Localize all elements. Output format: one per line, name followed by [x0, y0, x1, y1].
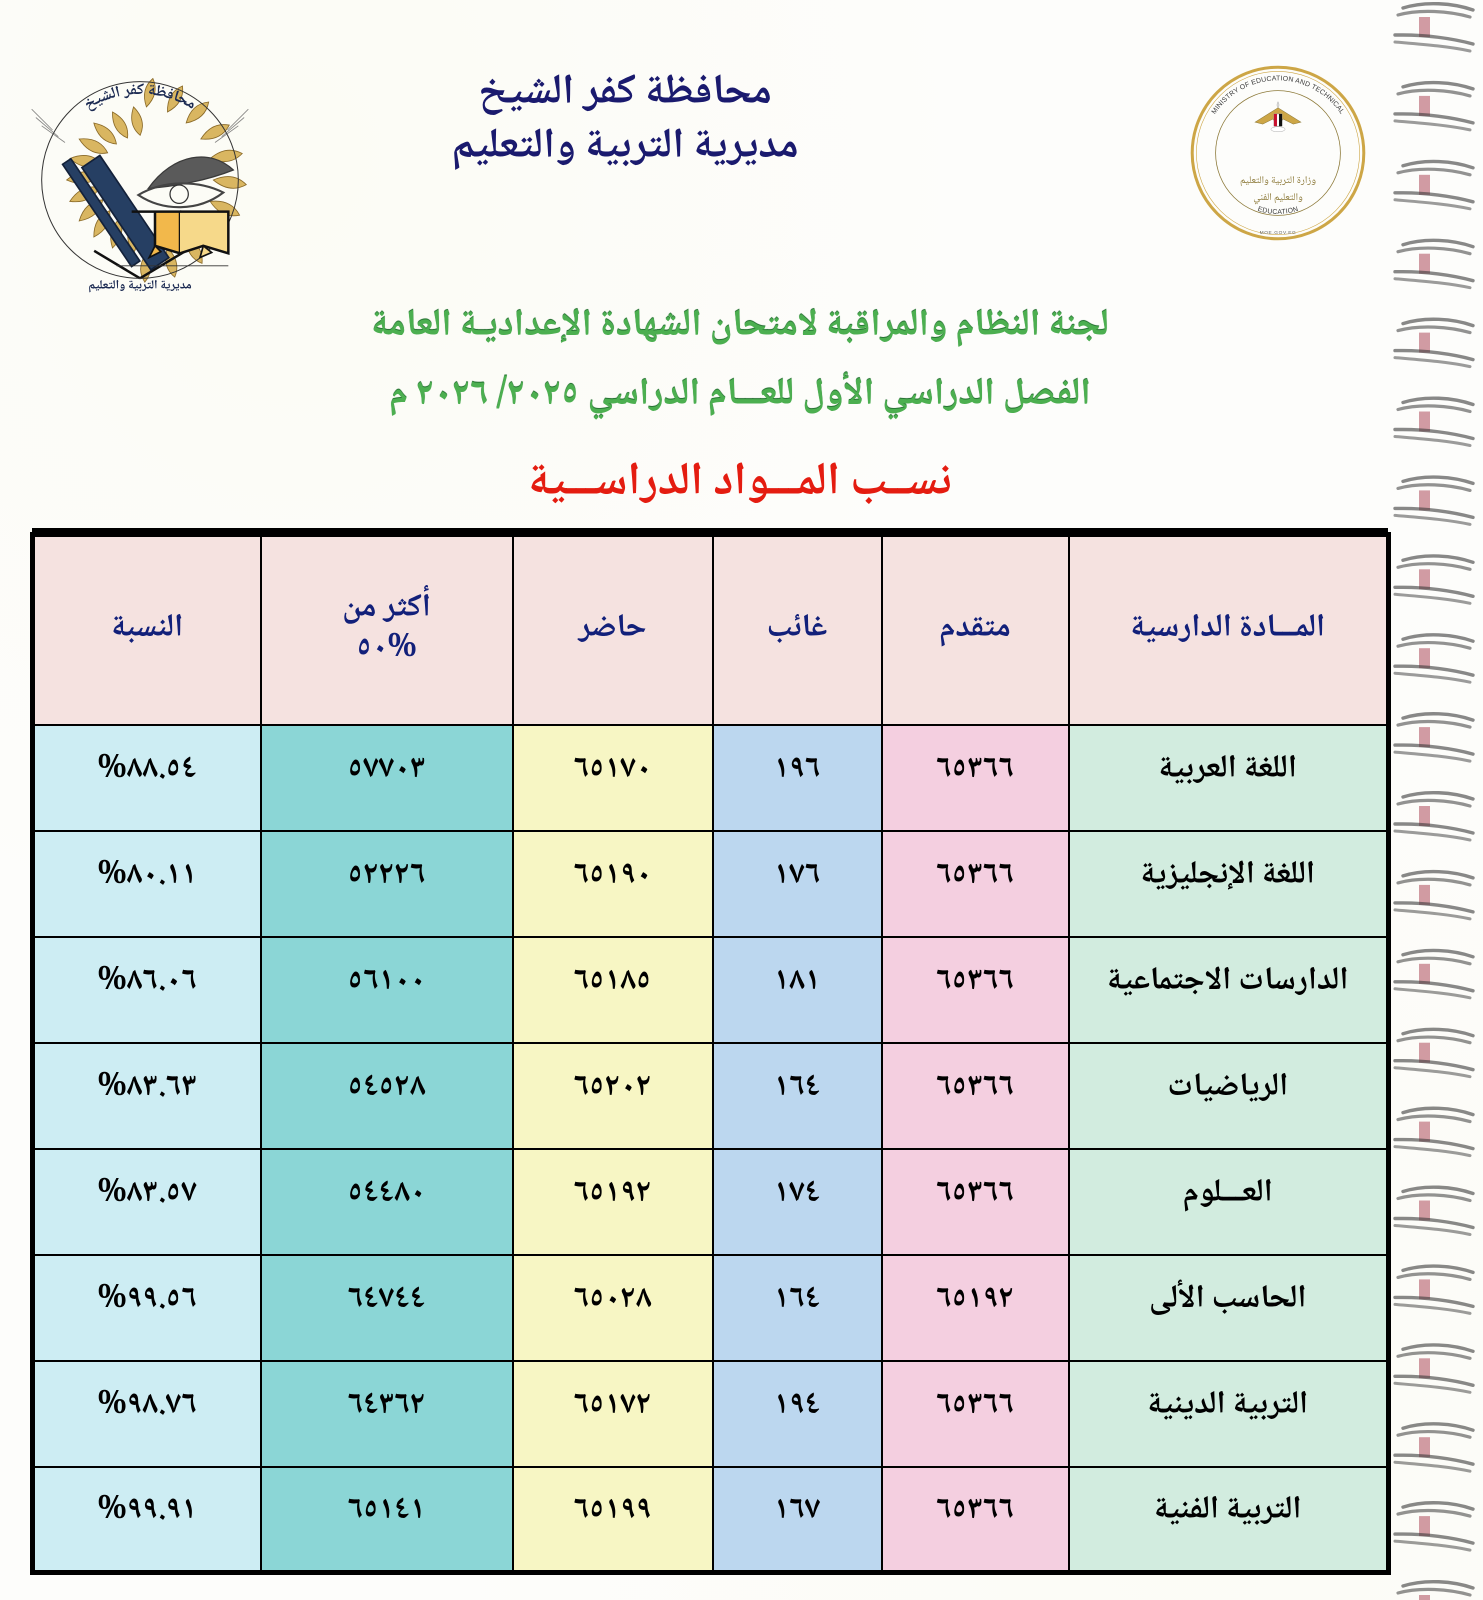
- svg-text:والتعليم الفني: والتعليم الفني: [1253, 190, 1303, 207]
- svg-text:MOE.GOV.EG: MOE.GOV.EG: [1260, 230, 1297, 236]
- svg-text:وزارة التربية والتعليم: وزارة التربية والتعليم: [1240, 173, 1316, 190]
- svg-text:مديرية التربية والتعليم: مديرية التربية والتعليم: [88, 275, 191, 296]
- svg-text:محافظة كفر الشيخ: محافظة كفر الشيخ: [80, 78, 201, 119]
- svg-text:EDUCATION: EDUCATION: [1257, 206, 1299, 216]
